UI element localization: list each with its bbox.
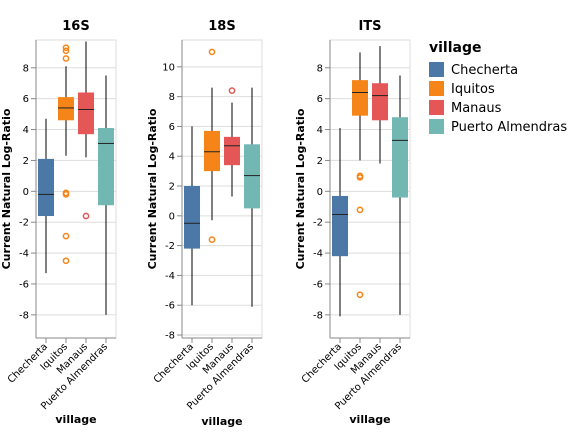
- box-manaus: [78, 41, 94, 220]
- y-tick-label: 2: [169, 182, 175, 193]
- legend-label: Checherta: [451, 63, 518, 78]
- y-tick-label: -2: [165, 241, 175, 252]
- panel-title: ITS: [358, 19, 381, 34]
- panel-16s: -8-6-4-202468ChechertaIquitosManausPuert…: [0, 19, 117, 426]
- y-tick-label: -2: [19, 218, 29, 229]
- box-iqr: [392, 117, 408, 198]
- box-iqr: [332, 195, 348, 257]
- y-tick-label: -4: [165, 271, 175, 282]
- box-checherta: [38, 118, 54, 274]
- box-iquitos: [204, 48, 220, 244]
- legend-swatch: [429, 62, 444, 77]
- y-tick-label: -6: [165, 301, 175, 312]
- box-iqr: [224, 136, 240, 166]
- box-iqr: [78, 92, 94, 135]
- legend: village Checherta Iquitos Manaus Puerto Alme…: [429, 40, 567, 135]
- outlier-point: [356, 174, 364, 181]
- box-manaus: [372, 46, 388, 164]
- y-tick-label: 6: [169, 122, 175, 133]
- outlier-point: [82, 212, 90, 220]
- y-tick-label: 4: [169, 152, 175, 163]
- y-axis-title: Current Natural Log-Ratio: [146, 108, 159, 269]
- y-tick-label: 8: [23, 63, 29, 74]
- x-axis-title: village: [349, 413, 390, 426]
- panel-title: 18S: [208, 19, 235, 34]
- x-axis-title: village: [201, 415, 242, 428]
- y-tick-label: 6: [23, 94, 29, 105]
- legend-swatch: [429, 100, 444, 115]
- box-puerto-almendras: [392, 75, 408, 315]
- y-tick-label: 2: [23, 156, 29, 167]
- legend-swatch: [429, 81, 444, 96]
- y-tick-label: 8: [169, 92, 175, 103]
- outlier-point: [208, 236, 216, 244]
- panel-18s: -8-6-4-20246810ChechertaIquitosManausPue…: [146, 19, 263, 428]
- outlier-point: [62, 232, 70, 240]
- outlier-point: [356, 206, 364, 214]
- outlier-point: [62, 191, 70, 198]
- y-tick-label: 4: [23, 125, 29, 136]
- y-tick-label: 6: [317, 94, 323, 105]
- box-manaus: [224, 87, 240, 197]
- box-iqr: [184, 186, 200, 249]
- y-tick-label: -6: [313, 279, 323, 290]
- y-tick-label: 8: [317, 63, 323, 74]
- y-tick-label: 10: [162, 62, 175, 73]
- box-checherta: [184, 126, 200, 306]
- outlier-point: [356, 291, 364, 299]
- box-iqr: [38, 158, 54, 217]
- box-iqr: [98, 128, 114, 206]
- box-puerto-almendras: [98, 75, 114, 315]
- box-iqr: [372, 83, 388, 121]
- box-iquitos: [352, 52, 368, 299]
- outlier-point: [208, 48, 216, 56]
- legend-swatch: [429, 119, 444, 134]
- box-checherta: [332, 128, 348, 317]
- panel-its: -8-6-4-202468ChechertaIquitosManausPuert…: [294, 19, 411, 426]
- y-tick-label: -6: [19, 279, 29, 290]
- outlier-point: [62, 55, 70, 62]
- outlier-point: [62, 47, 70, 55]
- y-tick-label: -8: [313, 310, 323, 321]
- y-tick-label: -8: [19, 310, 29, 321]
- legend-title: village: [429, 40, 482, 56]
- y-tick-label: 2: [317, 156, 323, 167]
- outlier-point: [62, 44, 70, 52]
- box-iqr: [244, 144, 260, 209]
- legend-label: Manaus: [451, 101, 502, 116]
- outlier-point: [228, 87, 236, 95]
- y-axis-title: Current Natural Log-Ratio: [294, 108, 307, 269]
- box-iqr: [352, 80, 368, 116]
- box-iqr: [204, 130, 220, 172]
- y-axis-title: Current Natural Log-Ratio: [0, 108, 13, 269]
- panel-title: 16S: [62, 19, 89, 34]
- outlier-point: [62, 257, 70, 265]
- box-iquitos: [58, 44, 74, 265]
- y-tick-label: -2: [313, 218, 323, 229]
- y-tick-label: 4: [317, 125, 323, 136]
- legend-label: Iquitos: [451, 82, 495, 97]
- y-tick-label: -4: [313, 249, 323, 260]
- legend-label: Puerto Almendras: [451, 120, 567, 135]
- y-tick-label: -8: [165, 331, 175, 342]
- box-puerto-almendras: [244, 87, 260, 307]
- y-tick-label: 0: [169, 211, 175, 222]
- x-axis-title: village: [55, 413, 96, 426]
- y-tick-label: -4: [19, 249, 29, 260]
- box-iqr: [58, 97, 74, 121]
- y-tick-label: 0: [317, 187, 323, 198]
- y-tick-label: 0: [23, 187, 29, 198]
